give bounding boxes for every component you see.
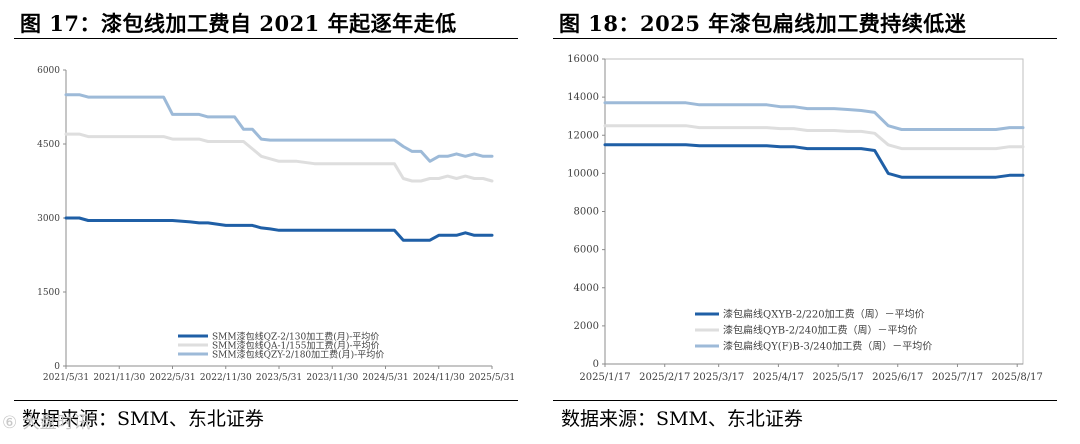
chart2-y-tick-label: 10000 <box>567 168 599 179</box>
chart1-legend-label-3: SMM漆包线QZY-2/180加工费(月)-平均价 <box>212 349 384 361</box>
chart1-x-tick-label: 2022/11/30 <box>200 373 252 383</box>
chart1-y-tick-label: 3000 <box>37 214 60 224</box>
figure-18-panel: 图 18：2025 年漆包扁线加工费持续低迷 0 2000 4000 6000 8000… <box>553 0 1063 444</box>
chart1-series-line-2 <box>64 132 494 183</box>
chart2-series-line-3 <box>603 101 1025 131</box>
chart2-legend-label-3: 漆包扁线QY(F)B-3/240加工费（周）－平均价 <box>723 340 932 353</box>
figure-18-top-rule <box>553 38 1057 39</box>
chart1-x-tick-label: 2023/11/30 <box>306 373 358 383</box>
chart1-x-tick-label: 2021/5/31 <box>43 373 89 383</box>
chart1-x-tick-label: 2024/11/30 <box>413 373 465 383</box>
chart2-x-tick-label: 2025/5/17 <box>812 372 863 383</box>
chart2-series-line-2 <box>603 124 1025 151</box>
figure-17-top-rule <box>14 38 518 39</box>
chart2-x-tick-label: 2025/7/17 <box>932 372 983 383</box>
figure-17-bottom-rule <box>14 400 518 401</box>
figure-18-chart: 0 2000 4000 6000 8000 10000 12000 14000 16000 202… <box>567 54 1043 383</box>
chart1-series-line-1 <box>64 216 494 242</box>
chart2-y-tick-label: 16000 <box>567 54 599 65</box>
chart2-x-tick-label: 2025/8/17 <box>992 372 1043 383</box>
chart2-series-line-1 <box>603 143 1025 179</box>
chart2-y-tick-label: 14000 <box>567 92 599 103</box>
chart2-x-tick-label: 2025/6/17 <box>872 372 923 383</box>
figure-17-source: 数据来源：SMM、东北证券 <box>22 408 264 430</box>
chart1-x-tick-label: 2021/11/30 <box>93 373 145 383</box>
chart2-y-tick-label: 2000 <box>574 321 599 332</box>
chart2-legend-label-2: 漆包扁线QYB-2/240加工费（周）－平均价 <box>723 324 918 337</box>
chart2-y-tick-label: 8000 <box>574 207 599 218</box>
figure-18-bottom-rule <box>553 400 1057 401</box>
figure-17-title: 图 17：漆包线加工费自 2021 年起逐年走低 <box>20 11 457 36</box>
chart1-y-tick-label: 4500 <box>37 140 60 150</box>
chart1-y-tick-label: 6000 <box>37 66 60 76</box>
figure-17-panel: 图 17：漆包线加工费自 2021 年起逐年走低 0 1500 3000 4500 60… <box>14 0 524 444</box>
chart2-y-tick-label: 12000 <box>567 130 599 141</box>
figure-18-title: 图 18：2025 年漆包扁线加工费持续低迷 <box>559 11 967 36</box>
chart1-legend-label-2: SMM漆包线QA-1/155加工费(月)-平均价 <box>212 340 380 352</box>
chart1-legend-label-1: SMM漆包线QZ-2/130加工费(月)-平均价 <box>212 331 379 343</box>
watermark: ⑥ 大盘时讯 <box>2 413 91 433</box>
chart1-y-tick-label: 1500 <box>37 288 60 298</box>
figure-17-chart: 0 1500 3000 4500 6000 2021/5/31 2021/11/30 2022… <box>37 66 515 383</box>
chart1-series-line-3 <box>64 93 494 163</box>
chart2-x-tick-label: 2025/4/17 <box>753 372 804 383</box>
chart1-x-tick-label: 2024/5/31 <box>362 373 408 383</box>
chart1-y-tick-label: 0 <box>54 362 60 372</box>
chart2-x-tick-label: 2025/2/17 <box>639 372 690 383</box>
chart1-x-tick-label: 2025/5/31 <box>469 373 515 383</box>
chart2-y-tick-label: 4000 <box>574 283 599 294</box>
chart1-x-tick-label: 2022/5/31 <box>149 373 195 383</box>
chart2-y-tick-label: 0 <box>593 359 599 370</box>
chart2-legend-label-1: 漆包扁线QXYB-2/220加工费（周）－平均价 <box>723 308 925 321</box>
chart1-x-tick-label: 2023/5/31 <box>256 373 302 383</box>
chart2-x-tick-label: 2025/1/17 <box>579 372 630 383</box>
figure-18-source: 数据来源：SMM、东北证券 <box>561 408 803 430</box>
chart2-y-tick-label: 6000 <box>574 245 599 256</box>
chart2-x-tick-label: 2025/3/17 <box>693 372 744 383</box>
